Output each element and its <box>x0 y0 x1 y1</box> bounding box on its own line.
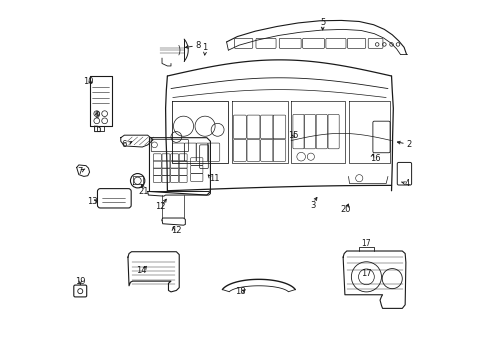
Text: 13: 13 <box>86 197 97 206</box>
Text: 12: 12 <box>155 202 165 211</box>
Text: 1: 1 <box>202 43 207 52</box>
Text: 4: 4 <box>404 179 409 188</box>
Text: 15: 15 <box>287 131 298 140</box>
Text: 10: 10 <box>83 77 94 86</box>
Text: 16: 16 <box>369 154 380 163</box>
Text: 3: 3 <box>309 201 315 210</box>
Text: 14: 14 <box>136 266 146 275</box>
Text: 7: 7 <box>77 167 82 176</box>
Text: 19: 19 <box>75 276 85 285</box>
Text: 12: 12 <box>171 226 181 235</box>
Text: 20: 20 <box>340 205 350 214</box>
Text: 6: 6 <box>122 140 127 149</box>
Text: 9: 9 <box>94 111 99 120</box>
Text: 2: 2 <box>406 140 411 149</box>
Text: 21: 21 <box>138 187 148 196</box>
Text: 17: 17 <box>361 239 370 248</box>
Text: 11: 11 <box>208 174 219 183</box>
Text: 5: 5 <box>320 18 325 27</box>
Text: 8: 8 <box>195 41 200 50</box>
Text: 17: 17 <box>360 269 371 278</box>
Text: 18: 18 <box>234 287 245 296</box>
